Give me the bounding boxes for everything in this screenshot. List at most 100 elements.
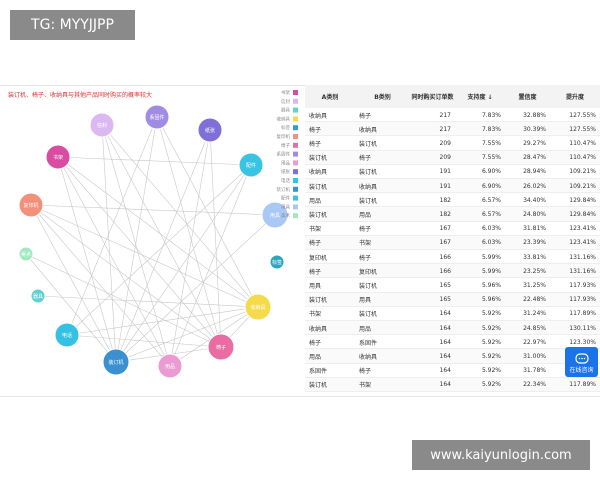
cell: 椅子 [309,339,322,347]
node-label: 器具 [33,294,43,300]
node [18,246,34,262]
cell: 5.96% [481,296,501,304]
cell: 217 [439,111,451,119]
row [305,349,600,364]
cell: 31.78% [523,367,546,375]
cell: 椅子 [359,226,372,234]
row [305,335,600,350]
cell: 5.92% [481,352,501,360]
cell: 110.47% [569,154,596,162]
cell: 5.99% [481,267,501,275]
legend-label: 标签 [281,124,290,131]
cell: 收纳具 [309,325,328,333]
cell: 31.24% [523,310,546,318]
row [305,278,600,293]
edge [169,129,211,367]
row [305,164,600,179]
cell: 装订机 [359,197,378,205]
chat-button[interactable]: 在线咨询 [565,347,598,377]
cell: 装订机 [309,297,328,305]
node-label: 装订机 [108,359,123,366]
cell: 装订机 [309,183,328,191]
edge [101,124,171,367]
cell: 6.57% [481,196,501,204]
cell: 30.39% [523,125,546,133]
cell: 166 [439,267,451,275]
edge [115,306,259,363]
row [305,108,600,123]
legend-label: 器具 [281,108,290,114]
legend-swatch [293,195,298,201]
edge [101,124,117,363]
legend-swatch [293,204,298,210]
node [45,144,71,170]
cell: 117.93% [569,296,596,304]
cell: 装订机 [359,140,378,148]
legend-label: 椅子 [281,142,290,149]
network-chart: 装订机、椅子、收纳具与其他产品同时购买的概率较大 信封系固件纸张配件用具标签收纳… [8,89,298,379]
row [305,122,600,137]
node [157,353,183,379]
legend-label: 系固件 [277,151,291,158]
legend-swatch [293,151,298,157]
cell: 182 [439,196,451,204]
cell: 34.40% [523,196,546,204]
column-header: 支持度 ↓ [455,85,505,109]
cell: 109.21% [569,182,596,190]
node [269,254,285,270]
node [207,333,235,361]
cell: 22.34% [523,381,546,389]
legend-label: 书架 [281,89,290,96]
row [305,306,600,321]
cell: 129.84% [569,210,596,218]
watermark: TG: MYYJJPP [10,10,135,40]
cell: 28.47% [523,154,546,162]
cell: 191 [439,168,451,176]
cell: 6.90% [481,168,501,176]
cell: 椅子 [309,268,322,276]
cell: 复印机 [359,268,378,276]
cell: 164 [439,338,451,346]
row [305,321,600,336]
cell: 椅子 [359,112,372,120]
cell: 7.55% [481,139,501,147]
node-label: 复印机 [23,202,38,209]
edge [101,124,259,308]
cell: 29.27% [523,139,546,147]
row [305,221,600,236]
cell: 书架 [309,226,322,234]
edge [66,164,252,336]
edge [57,156,252,166]
cell: 33.81% [523,253,546,261]
legend-swatch [293,186,298,192]
cell: 28.94% [523,168,546,176]
legend-swatch [293,160,298,166]
cell: 用品 [359,325,372,333]
row [305,207,600,222]
node-label: 纸张 [205,127,215,134]
cell: 6.90% [481,182,501,190]
cell: 31.00% [523,352,546,360]
cell: 用具 [309,282,322,290]
column-header: 提升度 [550,85,600,109]
legend-label: 电话 [281,177,290,184]
legend-label: 装订机 [277,186,291,193]
cell: 椅子 [309,140,322,148]
edge [57,156,222,348]
row [305,363,600,378]
cell: 23.39% [523,239,546,247]
cell: 装订机 [309,211,328,219]
cell: 6.57% [481,210,501,218]
cell: 182 [439,210,451,218]
legend-swatch [293,178,298,183]
edge [66,116,158,336]
cell: 装订机 [359,282,378,290]
cell: 131.16% [569,267,596,275]
node [18,192,44,218]
node [54,322,80,348]
cell: 装订机 [359,311,378,319]
watermark: www.kaiyunlogin.com [412,440,590,470]
cell: 用品 [359,211,372,219]
legend-label: 美术 [281,212,290,219]
legend-label: 用具 [281,204,290,210]
